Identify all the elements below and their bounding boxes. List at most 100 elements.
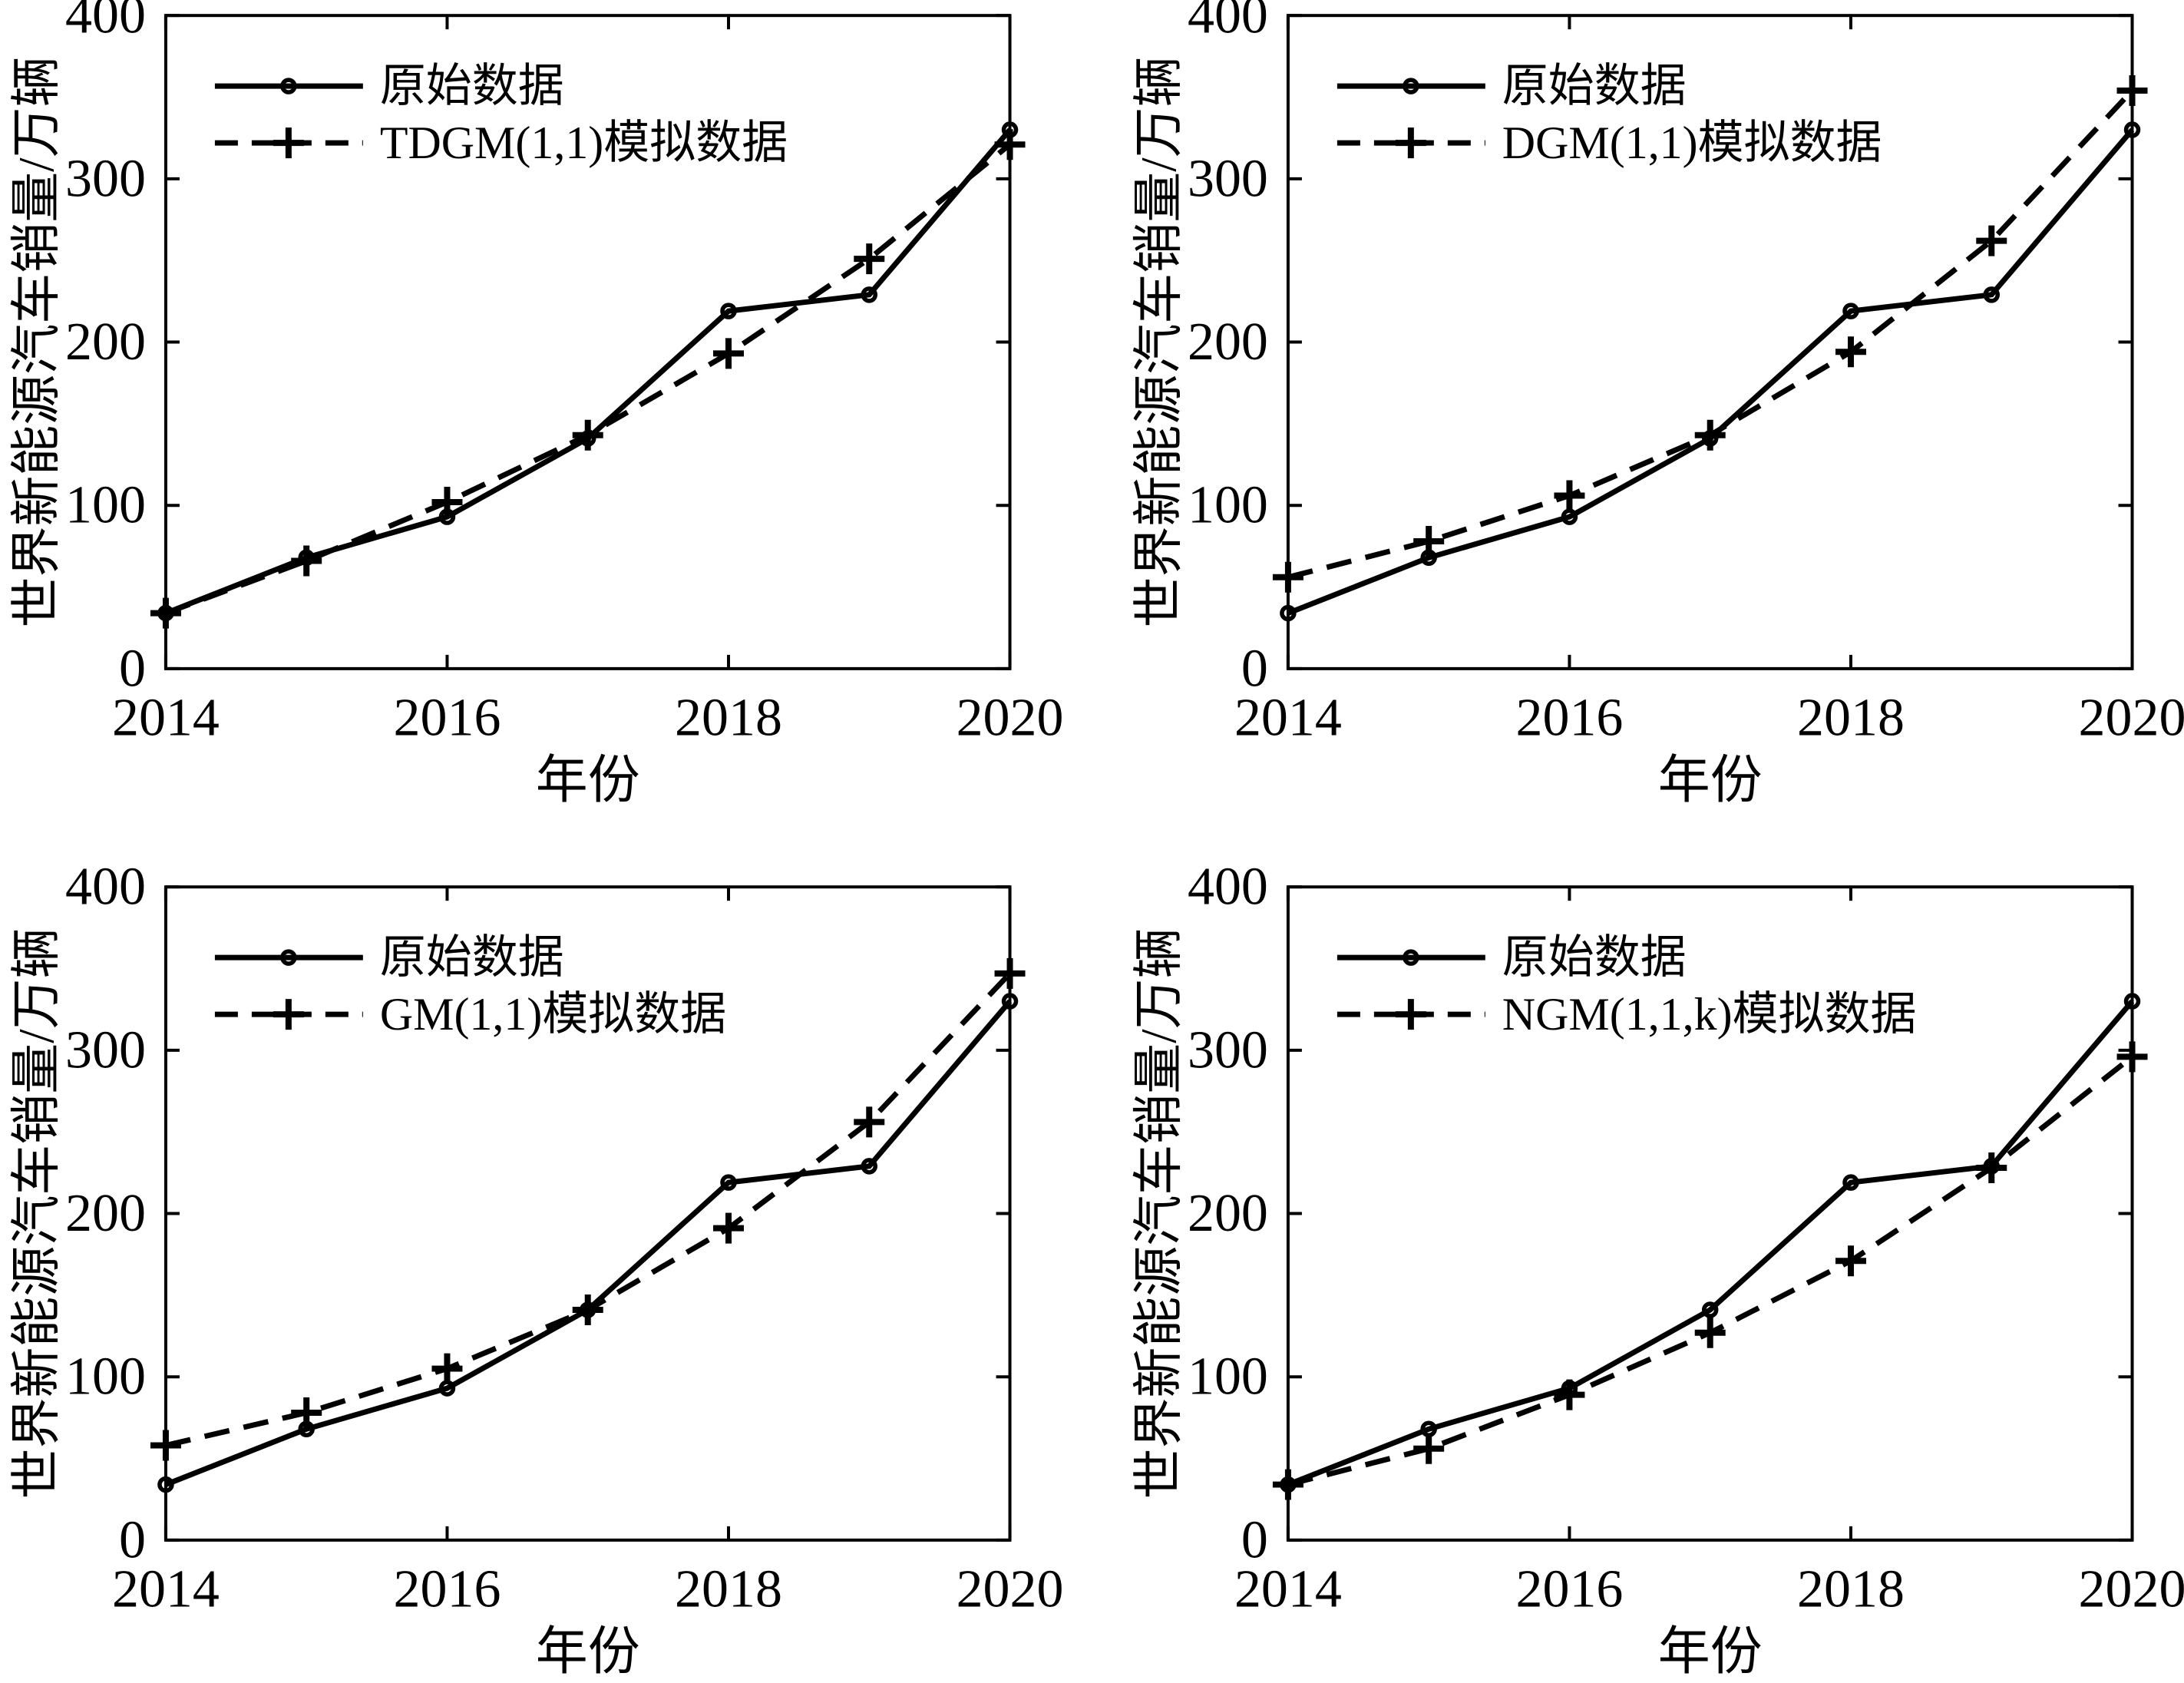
y-tick-label: 100 [65, 476, 146, 535]
y-axis-title: 世界新能源汽车销量/万辆 [1131, 928, 1187, 1499]
original-marker-circle [2123, 993, 2140, 1010]
x-tick-label: 2018 [675, 1559, 782, 1619]
original-marker-circle [1842, 1174, 1859, 1191]
simulated-marker-plus [291, 545, 322, 577]
simulated-marker-plus [572, 419, 603, 451]
legend-original-marker [280, 949, 297, 966]
simulated-marker-plus [713, 338, 744, 369]
original-marker-circle [157, 1476, 174, 1493]
simulated-marker-plus [1835, 336, 1866, 368]
x-tick-label: 2014 [112, 688, 220, 747]
y-tick-label: 300 [1187, 1020, 1267, 1080]
x-tick-label: 2016 [393, 1559, 501, 1619]
chart-svg-dgm: 2014 2016 2018 2020 0 100 200 300 400 年份 世界新能源汽车销量… [1131, 0, 2184, 809]
original-marker-circle [1983, 286, 2000, 303]
axis-box [1286, 14, 2134, 670]
y-axis-title: 世界新能源汽车销量/万辆 [1131, 57, 1187, 628]
x-tick-label: 2014 [1234, 1559, 1341, 1619]
legend-simulated-marker [1395, 127, 1426, 159]
simulated-marker-plus [713, 1212, 744, 1244]
simulated-marker-plus [2116, 1041, 2148, 1073]
simulated-series-line [164, 142, 1012, 616]
chart-svg-ngm: 2014 2016 2018 2020 0 100 200 300 400 年份 世界新能源汽车销量… [1131, 858, 2184, 1681]
x-tick-label: 2020 [957, 1559, 1064, 1619]
x-axis-title: 年份 [1657, 1622, 1762, 1681]
simulated-marker-plus [431, 486, 463, 517]
simulated-marker-plus [150, 597, 181, 629]
x-axis-title: 年份 [1657, 751, 1762, 809]
legend-label-original: 原始数据 [380, 932, 564, 983]
original-marker-circle [1842, 303, 1859, 319]
legend-original-marker [1402, 949, 1419, 966]
y-tick-label: 0 [1241, 639, 1267, 698]
y-axis-title: 世界新能源汽车销量/万辆 [8, 57, 64, 628]
axis-box [164, 14, 1012, 670]
y-tick-label: 400 [65, 858, 146, 917]
chart-panel-tdgm: 2014 2016 2018 2020 0 100 200 300 400 年份 世界新能源汽车销量… [0, 0, 1092, 842]
y-tick-label: 100 [1187, 476, 1267, 535]
x-tick-label: 2016 [393, 688, 501, 747]
chart-svg-tdgm: 2014 2016 2018 2020 0 100 200 300 400 年份 世界新能源汽车销量… [8, 0, 1064, 809]
x-tick-label: 2020 [957, 688, 1064, 747]
chart-svg-gm: 2014 2016 2018 2020 0 100 200 300 400 年份 世界新能源汽车销量… [8, 858, 1064, 1681]
simulated-marker-plus [1272, 1469, 1303, 1500]
chart-panel-ngm: 2014 2016 2018 2020 0 100 200 300 400 年份 世界新能源汽车销量… [1092, 842, 2184, 1683]
simulated-marker-plus [854, 1106, 885, 1138]
legend-label-original: 原始数据 [380, 61, 564, 111]
simulated-marker-plus [854, 243, 885, 275]
x-tick-label: 2016 [1515, 688, 1623, 747]
legend-simulated-marker [273, 127, 304, 159]
y-tick-label: 400 [1187, 858, 1267, 917]
simulated-marker-plus [1553, 480, 1584, 511]
y-tick-label: 300 [65, 1020, 146, 1080]
legend-original-marker [280, 78, 297, 94]
y-tick-label: 100 [1187, 1347, 1267, 1407]
simulated-marker-plus [1835, 1245, 1866, 1277]
chart-panel-gm: 2014 2016 2018 2020 0 100 200 300 400 年份 世界新能源汽车销量… [0, 842, 1092, 1683]
original-marker-circle [1701, 1301, 1718, 1318]
simulated-marker-plus [2116, 75, 2148, 107]
original-marker-circle [720, 1174, 737, 1191]
legend-simulated-marker [273, 999, 304, 1030]
y-tick-label: 300 [1187, 149, 1267, 208]
legend-label-original: 原始数据 [1502, 932, 1686, 983]
axis-box [1286, 885, 2134, 1542]
x-tick-label: 2016 [1515, 1559, 1623, 1619]
simulated-marker-plus [572, 1294, 603, 1325]
legend-label-model: TDGM(1,1)模拟数据 [380, 117, 788, 168]
original-marker-circle [861, 1158, 878, 1175]
legend-label-model: NGM(1,1,k)模拟数据 [1502, 989, 1916, 1040]
simulated-marker-plus [1694, 1317, 1726, 1348]
legend-label-model: GM(1,1)模拟数据 [380, 989, 726, 1040]
axis-box [164, 885, 1012, 1542]
y-tick-label: 200 [65, 312, 146, 372]
simulated-series-line [1287, 1054, 2134, 1487]
simulated-marker-plus [1412, 1433, 1444, 1464]
simulated-marker-plus [994, 957, 1026, 989]
original-marker-circle [861, 286, 878, 303]
simulated-marker-plus [150, 1430, 181, 1461]
chart-panel-dgm: 2014 2016 2018 2020 0 100 200 300 400 年份 世界新能源汽车销量… [1092, 0, 2184, 842]
legend-simulated-marker [1395, 999, 1426, 1030]
x-tick-label: 2014 [1234, 688, 1341, 747]
x-axis-title: 年份 [536, 751, 640, 809]
y-tick-label: 400 [1187, 0, 1267, 45]
legend-original-marker [1402, 78, 1419, 94]
original-marker-circle [2123, 121, 2140, 138]
x-tick-label: 2020 [2078, 1559, 2184, 1619]
simulated-series-line [165, 971, 1013, 1448]
simulated-marker-plus [1975, 225, 2007, 256]
y-tick-label: 200 [65, 1184, 146, 1243]
original-series-line [1287, 999, 2134, 1487]
x-axis-title: 年份 [536, 1622, 640, 1681]
simulated-marker-plus [1272, 561, 1303, 593]
y-tick-label: 200 [1187, 312, 1267, 372]
simulated-marker-plus [431, 1353, 463, 1384]
simulated-marker-plus [1975, 1152, 2007, 1183]
original-marker-circle [1001, 993, 1019, 1010]
y-tick-label: 100 [65, 1347, 146, 1407]
simulated-marker-plus [1412, 526, 1444, 557]
legend-label-original: 原始数据 [1502, 61, 1686, 111]
y-tick-label: 0 [1241, 1510, 1267, 1569]
